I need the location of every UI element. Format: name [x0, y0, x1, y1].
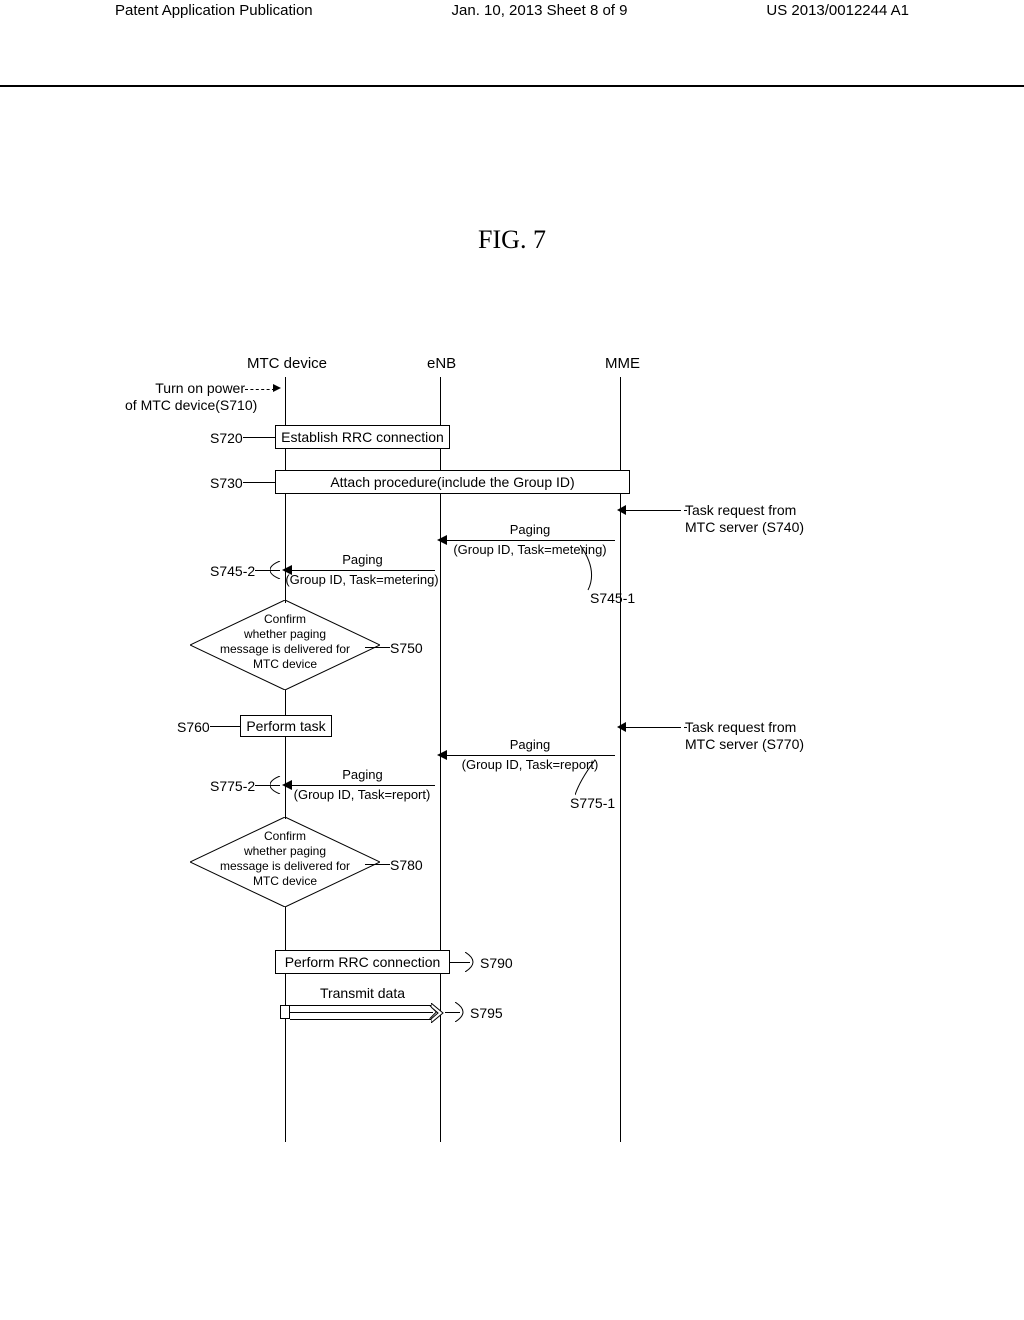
- actor-mme: MME: [605, 355, 640, 372]
- s780-tick-bot: [285, 907, 286, 947]
- power-on-line2: of MTC device(S710): [125, 397, 257, 413]
- decision-s750: Confirm whether paging message is delive…: [190, 600, 380, 690]
- rrc-perform-box: Perform RRC connection: [275, 950, 450, 974]
- page-header: Patent Application Publication Jan. 10, …: [0, 0, 1024, 19]
- s780-l3: message is delivered for: [190, 859, 380, 873]
- s795-brace: [455, 1002, 471, 1022]
- step-s750: S750: [390, 640, 423, 656]
- s780-leader: [365, 864, 390, 865]
- step-s775-2: S775-2: [210, 778, 255, 794]
- header-left: Patent Application Publication: [115, 2, 313, 19]
- s795-arrow-line-bot: [290, 1019, 433, 1020]
- paging1-sub-b: (Group ID, Task=metering): [272, 572, 452, 587]
- paging1-top-a: Paging: [445, 522, 615, 537]
- transmit-data-text: Transmit data: [290, 985, 435, 1001]
- step-s795: S795: [470, 1005, 503, 1021]
- attach-procedure-box: Attach procedure(include the Group ID): [275, 470, 630, 494]
- s750-l3: message is delivered for: [190, 642, 380, 656]
- header-right: US 2013/0012244 A1: [766, 2, 909, 19]
- page-header-rule: [0, 85, 1024, 87]
- s780-tick-top: [285, 807, 286, 819]
- actor-enb: eNB: [427, 355, 456, 372]
- s770-leader: [678, 727, 687, 728]
- s770-arrow-head: [617, 722, 626, 732]
- paging2-sub-b: (Group ID, Task=report): [277, 787, 447, 802]
- s770-line2: MTC server (S770): [685, 736, 804, 752]
- attach-procedure-text: Attach procedure(include the Group ID): [330, 474, 574, 490]
- paging2-mme-enb-line: [445, 755, 615, 756]
- step-s780: S780: [390, 857, 423, 873]
- s770-arrow-line: [625, 727, 680, 728]
- perform-task-box: Perform task: [240, 715, 332, 737]
- s740-arrow-head: [617, 505, 626, 515]
- paging1-top-b: Paging: [290, 552, 435, 567]
- s795-arrow-line: [290, 1012, 433, 1013]
- sequence-diagram: MTC device eNB MME Turn on power of MTC …: [115, 355, 910, 1155]
- paging2-enb-mtc-line: [290, 785, 435, 786]
- step-s720: S720: [210, 430, 243, 446]
- s780-l4: MTC device: [190, 874, 380, 888]
- s795-arrow-line-top: [290, 1005, 433, 1006]
- s760-leader: [210, 726, 240, 727]
- s780-l2: whether paging: [190, 844, 380, 858]
- s750-l2: whether paging: [190, 627, 380, 641]
- header-center: Jan. 10, 2013 Sheet 8 of 9: [452, 2, 628, 19]
- s750-leader: [365, 647, 390, 648]
- rrc-establish-box: Establish RRC connection: [275, 425, 450, 449]
- paging1-enb-mtc-line: [290, 570, 435, 571]
- s750-l4: MTC device: [190, 657, 380, 671]
- paging2-top-b: Paging: [290, 767, 435, 782]
- paging2-top-a: Paging: [445, 737, 615, 752]
- step-s760: S760: [177, 719, 210, 735]
- page: Patent Application Publication Jan. 10, …: [0, 0, 1024, 1320]
- s795-arrow-shape: [431, 1003, 445, 1023]
- s770-line1: Task request from: [685, 719, 796, 735]
- power-on-leader: [245, 389, 275, 390]
- perform-task-text: Perform task: [246, 718, 325, 734]
- s750-l1: Confirm: [190, 612, 380, 626]
- s730-leader: [243, 482, 276, 483]
- power-on-line1: Turn on power: [135, 380, 245, 396]
- power-on-arrow: [273, 384, 281, 392]
- s745-1-curve: [580, 545, 620, 595]
- s745-2-loop: [270, 561, 286, 579]
- step-s790: S790: [480, 955, 513, 971]
- s740-arrow-line: [625, 510, 680, 511]
- s720-leader: [243, 437, 276, 438]
- s740-leader: [678, 510, 687, 511]
- s775-1-curve: [575, 760, 610, 800]
- step-s730: S730: [210, 475, 243, 491]
- s780-l1: Confirm: [190, 829, 380, 843]
- rrc-establish-text: Establish RRC connection: [281, 429, 444, 445]
- rrc-perform-text: Perform RRC connection: [285, 954, 441, 970]
- decision-s780: Confirm whether paging message is delive…: [190, 817, 380, 907]
- step-s745-2: S745-2: [210, 563, 255, 579]
- s790-brace: [465, 952, 481, 972]
- s740-line1: Task request from: [685, 502, 796, 518]
- s795-activation: [280, 1005, 290, 1019]
- s775-2-loop: [270, 776, 286, 794]
- figure-title: FIG. 7: [0, 225, 1024, 255]
- s720-tick: [285, 449, 286, 461]
- paging1-mme-enb-line: [445, 540, 615, 541]
- actor-mtc-device: MTC device: [247, 355, 327, 372]
- s750-tick-top: [285, 591, 286, 603]
- s750-tick-bot: [285, 690, 286, 715]
- s740-line2: MTC server (S740): [685, 519, 804, 535]
